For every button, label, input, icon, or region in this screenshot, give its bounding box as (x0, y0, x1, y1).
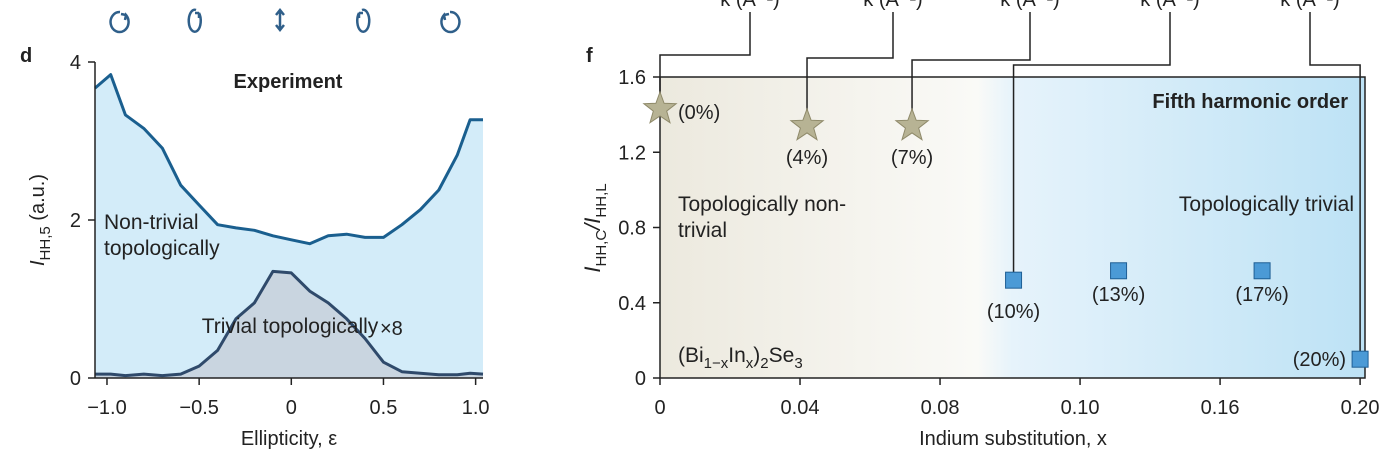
star-marker (642, 90, 678, 124)
area (95, 271, 483, 378)
x-tick-label: 0.04 (781, 397, 820, 419)
annotation: Topologically trivial (1178, 193, 1354, 216)
y-tick-label: 0 (635, 368, 646, 390)
ylabel-main: I (27, 260, 49, 266)
formula-part: (Bi (678, 344, 704, 367)
x-tick-label: −1.0 (87, 397, 126, 419)
formula: (Bi1−xInx)2Se3 (678, 344, 803, 372)
ylabel-sub: HH,C (593, 230, 610, 267)
x-tick-label: 0.16 (1201, 397, 1240, 419)
annotation: ×8 (380, 318, 403, 340)
series-label: Trivial topologically (201, 315, 379, 338)
top-label: k (Å⁻¹) (1140, 0, 1199, 11)
top-label: k (Å⁻¹) (1280, 0, 1339, 11)
square-marker (1351, 350, 1369, 368)
y-tick-label: 2 (70, 210, 81, 232)
polarization-icons (109, 7, 461, 34)
panel-label: d (20, 45, 32, 67)
top-label: k (Å⁻¹) (863, 0, 922, 11)
point-label: (17%) (1235, 284, 1288, 306)
point-label: (10%) (987, 301, 1040, 323)
top-label: k (Å⁻¹) (720, 0, 779, 11)
area (95, 74, 483, 378)
y-axis-label: IHH,C/IHH,L (580, 183, 610, 272)
x-axis-label: Ellipticity, ε (241, 428, 337, 450)
y-tick-label: 1.6 (618, 67, 646, 89)
x-tick-label: 0.10 (1061, 397, 1100, 419)
square-marker (1110, 262, 1128, 280)
ylabel-rest: (a.u.) (27, 174, 49, 226)
plot-background (659, 76, 1366, 379)
ylabel-main: /I (580, 218, 605, 232)
formula-sub: 1−x (704, 355, 729, 372)
x-tick-label: 1.0 (462, 397, 490, 419)
panel-label: f (586, 45, 593, 67)
chart-title: Fifth harmonic order (1152, 91, 1348, 113)
formula-sub: 3 (794, 355, 802, 372)
square-marker (1005, 271, 1023, 289)
ylabel-sub: HH,5 (37, 226, 54, 260)
formula-part: ) (753, 344, 760, 367)
point-label: (13%) (1092, 284, 1145, 306)
point-label: (20%) (1293, 349, 1346, 371)
x-tick-label: 0 (286, 397, 297, 419)
connector (1309, 12, 1361, 360)
connector (659, 12, 751, 109)
x-tick-label: 0.08 (921, 397, 960, 419)
y-tick-label: 0 (70, 368, 81, 390)
y-tick-label: 0.8 (618, 218, 646, 240)
y-axis-label: IHH,5 (a.u.) (27, 174, 54, 266)
formula-part: Se (769, 344, 795, 367)
line (95, 269, 484, 378)
square-marker (1253, 262, 1271, 280)
connector (1012, 12, 1171, 281)
formula-sub: 2 (760, 355, 768, 372)
point-label: (7%) (891, 147, 933, 169)
line (94, 73, 483, 246)
point-label: (4%) (786, 147, 828, 169)
chart-title: Experiment (234, 71, 343, 93)
formula-sub: x (746, 355, 754, 372)
connector (806, 12, 894, 126)
y-tick-label: 4 (70, 52, 81, 74)
ylabel-sub: HH,L (593, 183, 610, 217)
point-label: (0%) (678, 102, 720, 124)
x-tick-label: 0.20 (1341, 397, 1380, 419)
y-tick-label: 0.4 (618, 293, 646, 315)
annotation: Topologically non-trivial (678, 193, 847, 242)
y-tick-label: 1.2 (618, 142, 646, 164)
formula-part: In (728, 344, 746, 367)
connector (911, 12, 1031, 126)
ylabel-main: I (580, 266, 605, 272)
star-marker (894, 107, 930, 141)
star-marker (789, 107, 825, 141)
x-axis-label: Indium substitution, x (919, 428, 1107, 450)
x-tick-label: −0.5 (179, 397, 218, 419)
top-label: k (Å⁻¹) (1000, 0, 1059, 11)
series-label: Non-trivial topologically (104, 211, 220, 260)
x-tick-label: 0 (654, 397, 665, 419)
x-tick-label: 0.5 (370, 397, 398, 419)
